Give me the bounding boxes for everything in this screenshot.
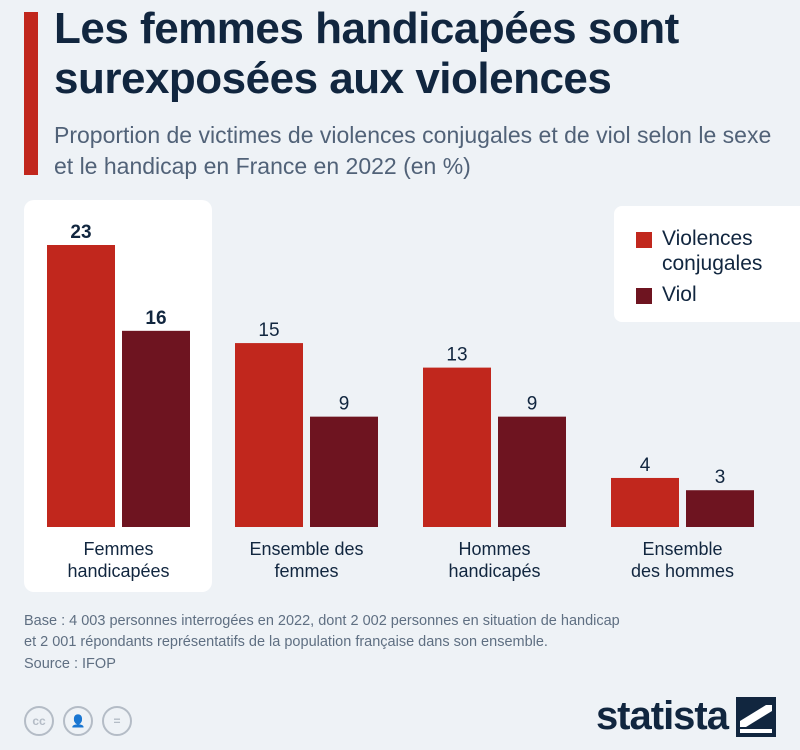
cc-icon[interactable]: cc — [24, 706, 54, 736]
bar-hommes-handicapes-violences-conjugales — [423, 367, 491, 527]
data-label-ensemble-des-hommes-violences-conjugales: 4 — [640, 455, 651, 476]
data-label-ensemble-des-femmes-violences-conjugales: 15 — [258, 320, 279, 341]
title-accent-bar — [24, 12, 38, 175]
legend-label-violences: Violences conjugales — [662, 227, 763, 275]
data-label-ensemble-des-hommes-viol: 3 — [715, 467, 726, 488]
category-label-ensemble-des-femmes-line-1: Ensemble des — [249, 539, 363, 559]
legend-swatch-violences — [636, 232, 652, 248]
legend-item-violences: Violences conjugales — [636, 226, 792, 276]
category-label-ensemble-des-hommes-line-2: des hommes — [631, 561, 734, 581]
nd-icon[interactable]: = — [102, 706, 132, 736]
category-label-ensemble-des-hommes-line-1: Ensemble — [642, 539, 722, 559]
license-icons: cc 👤 = — [24, 706, 132, 736]
data-label-femmes-handicapees-violences-conjugales: 23 — [70, 222, 91, 243]
chart-title: Les femmes handicapées sont surexposées … — [54, 4, 679, 103]
statista-logo[interactable]: statista — [596, 694, 776, 739]
category-label-femmes-handicapees-line-1: Femmes — [83, 539, 153, 559]
category-label-femmes-handicapees-line-2: handicapées — [67, 561, 169, 581]
data-label-ensemble-des-femmes-viol: 9 — [339, 394, 350, 415]
data-label-hommes-handicapes-viol: 9 — [527, 394, 538, 415]
data-label-hommes-handicapes-violences-conjugales: 13 — [446, 345, 467, 366]
bar-femmes-handicapees-violences-conjugales — [47, 245, 115, 527]
brand-name: statista — [595, 694, 729, 738]
bar-ensemble-des-femmes-viol — [310, 416, 378, 527]
bar-hommes-handicapes-viol — [498, 416, 566, 527]
statista-mark-icon — [736, 696, 776, 737]
footnote-line-1: Base : 4 003 personnes interrogées en 20… — [24, 613, 620, 629]
category-label-hommes-handicapes-line-2: handicapés — [448, 561, 540, 581]
category-label-hommes-handicapes-line-1: Hommes — [458, 539, 530, 559]
legend-swatch-viol — [636, 288, 652, 304]
bar-ensemble-des-hommes-viol — [686, 490, 754, 527]
footnote-line-2: et 2 001 répondants représentatifs de la… — [24, 634, 548, 650]
footnote: Base : 4 003 personnes interrogées en 20… — [24, 611, 784, 653]
legend-item-viol: Viol — [636, 282, 697, 307]
legend: Violences conjugales Viol — [614, 206, 800, 322]
source: Source : IFOP — [24, 656, 116, 672]
data-label-femmes-handicapees-viol: 16 — [145, 308, 166, 329]
category-label-ensemble-des-femmes-line-2: femmes — [274, 561, 338, 581]
bar-ensemble-des-femmes-violences-conjugales — [235, 343, 303, 527]
legend-label-viol: Viol — [662, 283, 697, 306]
bar-ensemble-des-hommes-violences-conjugales — [611, 477, 679, 527]
by-icon[interactable]: 👤 — [63, 706, 93, 736]
bar-femmes-handicapees-viol — [122, 330, 190, 527]
chart-subtitle: Proportion de victimes de violences conj… — [54, 122, 772, 179]
